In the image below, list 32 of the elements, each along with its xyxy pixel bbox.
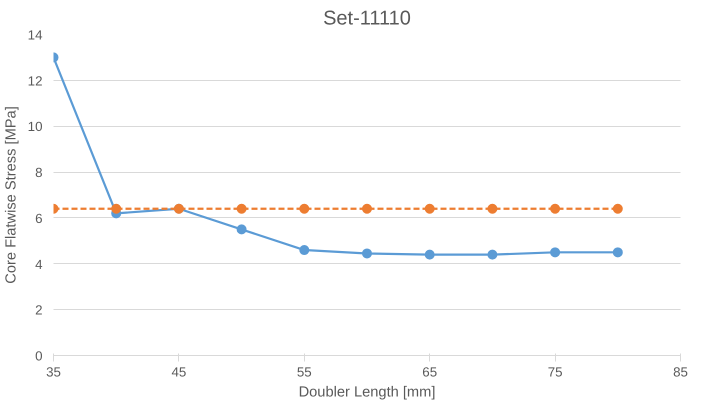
- y-tick-label: 2: [35, 302, 43, 318]
- chart-title: Set-11110: [323, 8, 411, 30]
- point: [362, 248, 372, 258]
- x-axis-title: Doubler Length [mm]: [298, 384, 436, 400]
- x-tick-label: 85: [673, 364, 688, 380]
- point: [236, 204, 247, 214]
- point: [487, 250, 498, 260]
- point: [299, 204, 310, 214]
- point: [299, 245, 310, 256]
- x-tick-label: 55: [296, 364, 312, 380]
- point: [236, 224, 247, 234]
- point: [487, 204, 498, 214]
- point: [550, 247, 560, 258]
- x-tick-label: 75: [548, 364, 563, 380]
- y-tick-label: 10: [28, 119, 43, 134]
- point: [362, 204, 372, 214]
- point: [612, 247, 623, 258]
- x-tick-label: 35: [46, 364, 61, 380]
- y-tick-label: 8: [35, 165, 43, 180]
- y-tick-label: 6: [35, 210, 43, 226]
- point: [111, 204, 122, 214]
- y-tick-label: 0: [35, 348, 43, 364]
- x-tick-label: 65: [422, 364, 438, 380]
- x-tick-label: 45: [171, 364, 186, 380]
- y-tick-label: 4: [35, 256, 44, 272]
- point: [424, 250, 435, 260]
- point: [612, 204, 623, 214]
- y-axis-title: Core Flatwise Stress [MPa]: [4, 106, 20, 284]
- point: [424, 204, 435, 214]
- point: [550, 204, 560, 214]
- y-tick-label: 12: [28, 73, 43, 88]
- y-tick-label: 14: [28, 28, 44, 42]
